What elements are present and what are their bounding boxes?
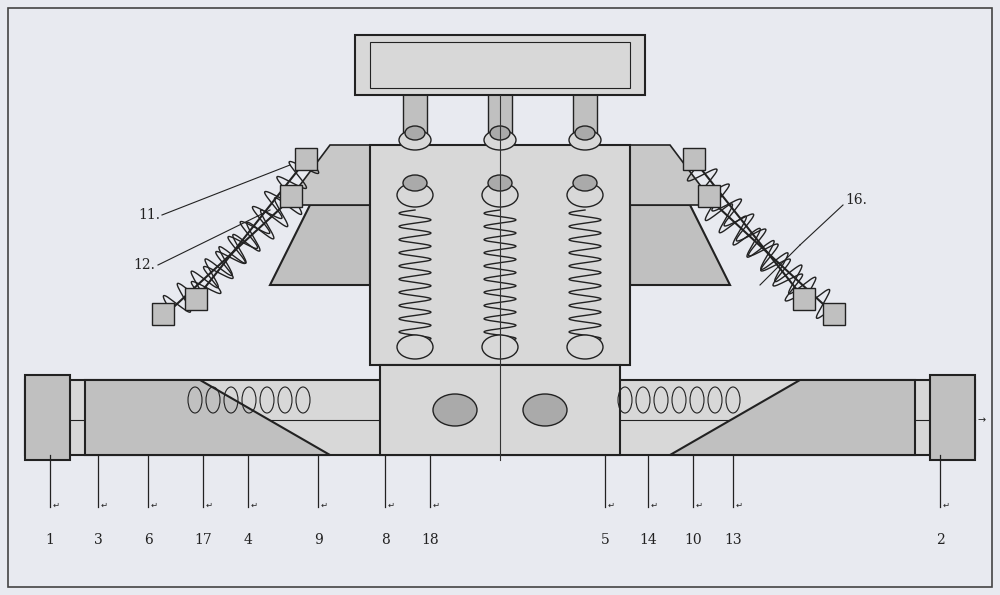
Text: 13: 13 (724, 533, 742, 547)
Text: 3: 3 (94, 533, 102, 547)
Text: 5: 5 (601, 533, 609, 547)
Text: ↵: ↵ (53, 500, 60, 509)
Bar (573, 90, 597, 145)
Text: ↵: ↵ (432, 500, 440, 509)
Text: ↵: ↵ (942, 500, 949, 509)
Ellipse shape (482, 335, 518, 359)
Text: 12.: 12. (133, 258, 155, 272)
Ellipse shape (397, 183, 433, 207)
Ellipse shape (482, 183, 518, 207)
Polygon shape (270, 205, 370, 285)
Bar (698, 185, 720, 207)
Text: 2: 2 (936, 533, 944, 547)
Ellipse shape (399, 130, 431, 150)
Bar (403, 90, 427, 145)
Text: 9: 9 (314, 533, 322, 547)
Text: 11.: 11. (138, 208, 160, 222)
Bar (355, 35, 645, 95)
Text: 17: 17 (194, 533, 212, 547)
Text: 18: 18 (421, 533, 439, 547)
Bar (370, 42, 630, 88)
Bar (370, 145, 630, 365)
Ellipse shape (567, 335, 603, 359)
Polygon shape (630, 205, 730, 285)
Text: ↵: ↵ (650, 500, 658, 509)
Ellipse shape (523, 394, 567, 426)
Text: 4: 4 (244, 533, 252, 547)
Text: ↵: ↵ (736, 500, 742, 509)
Polygon shape (670, 380, 915, 455)
Ellipse shape (573, 175, 597, 191)
Bar (185, 288, 207, 310)
Text: ↵: ↵ (251, 500, 258, 509)
Ellipse shape (575, 126, 595, 140)
Text: 16.: 16. (845, 193, 867, 207)
Text: →: → (978, 415, 986, 425)
Text: 1: 1 (46, 533, 54, 547)
Bar (295, 148, 317, 170)
Text: ↵: ↵ (696, 500, 702, 509)
Ellipse shape (569, 130, 601, 150)
Polygon shape (85, 380, 330, 455)
Text: ↵: ↵ (388, 500, 394, 509)
Bar (823, 303, 845, 325)
Text: ↵: ↵ (321, 500, 328, 509)
Ellipse shape (490, 126, 510, 140)
Bar (25, 375, 70, 460)
Ellipse shape (397, 335, 433, 359)
Bar (930, 375, 975, 460)
Bar (793, 288, 815, 310)
Bar (683, 148, 705, 170)
Text: ↵: ↵ (608, 500, 614, 509)
Text: ↵: ↵ (206, 500, 213, 509)
Ellipse shape (567, 183, 603, 207)
Bar (488, 90, 512, 145)
Text: 8: 8 (381, 533, 389, 547)
Text: ↵: ↵ (101, 500, 108, 509)
Polygon shape (630, 145, 715, 205)
Text: 10: 10 (684, 533, 702, 547)
Ellipse shape (484, 130, 516, 150)
Text: 14: 14 (639, 533, 657, 547)
Ellipse shape (488, 175, 512, 191)
Text: 6: 6 (144, 533, 152, 547)
Ellipse shape (405, 126, 425, 140)
Text: ↵: ↵ (151, 500, 158, 509)
Bar (152, 303, 174, 325)
Bar (380, 365, 620, 455)
Ellipse shape (433, 394, 477, 426)
Bar (25, 380, 975, 455)
Polygon shape (285, 145, 370, 205)
Bar (280, 185, 302, 207)
Ellipse shape (403, 175, 427, 191)
